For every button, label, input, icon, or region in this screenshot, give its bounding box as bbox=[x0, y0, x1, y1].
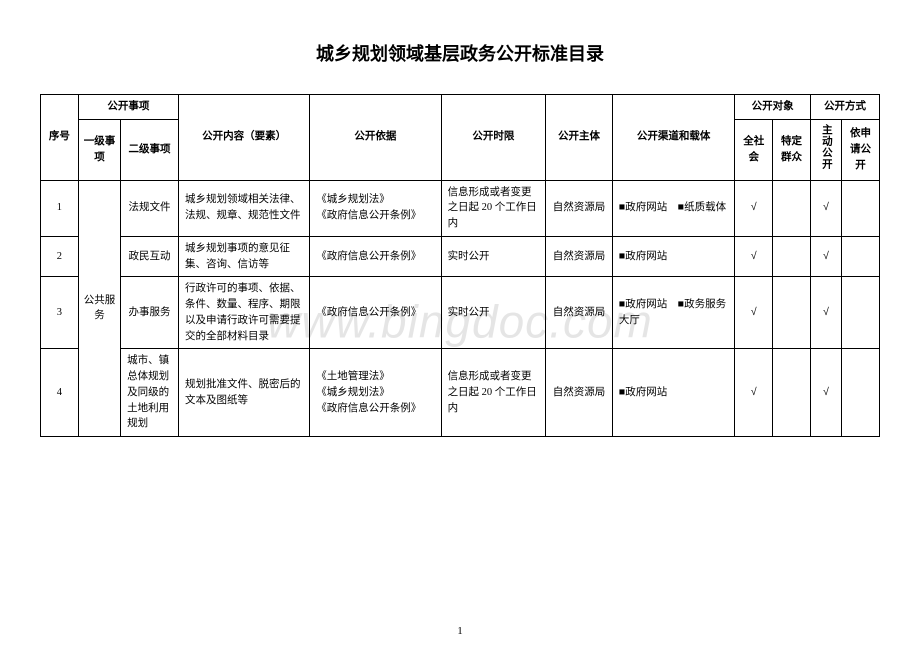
cell-on-request bbox=[842, 236, 880, 277]
th-seq: 序号 bbox=[41, 95, 79, 181]
th-content: 公开内容（要素） bbox=[178, 95, 309, 181]
cell-lvl2: 政民互动 bbox=[121, 236, 179, 277]
cell-time: 信息形成或者变更之日起 20 个工作日内 bbox=[441, 180, 546, 236]
cell-society: √ bbox=[735, 180, 773, 236]
cell-time: 实时公开 bbox=[441, 236, 546, 277]
catalog-table: 序号 公开事项 公开内容（要素） 公开依据 公开时限 公开主体 公开渠道和载体 … bbox=[40, 94, 880, 437]
th-specific: 特定群众 bbox=[773, 119, 811, 180]
cell-channel: ■政府网站 bbox=[612, 236, 734, 277]
cell-lvl2: 法规文件 bbox=[121, 180, 179, 236]
th-on-request: 依申请公开 bbox=[842, 119, 880, 180]
th-active: 主动公开 bbox=[810, 119, 841, 180]
cell-content: 城乡规划事项的意见征集、咨询、信访等 bbox=[178, 236, 309, 277]
cell-society: √ bbox=[735, 277, 773, 349]
cell-time: 实时公开 bbox=[441, 277, 546, 349]
cell-lvl1: 公共服务 bbox=[78, 180, 120, 437]
page-title: 城乡规划领域基层政务公开标准目录 bbox=[40, 40, 880, 66]
cell-specific bbox=[773, 277, 811, 349]
cell-seq: 1 bbox=[41, 180, 79, 236]
cell-active: √ bbox=[810, 349, 841, 437]
th-basis: 公开依据 bbox=[310, 95, 441, 181]
cell-time: 信息形成或者变更之日起 20 个工作日内 bbox=[441, 349, 546, 437]
page-number: 1 bbox=[0, 625, 920, 637]
cell-on-request bbox=[842, 180, 880, 236]
header-row-1: 序号 公开事项 公开内容（要素） 公开依据 公开时限 公开主体 公开渠道和载体 … bbox=[41, 95, 880, 120]
th-method: 公开方式 bbox=[810, 95, 879, 120]
cell-specific bbox=[773, 236, 811, 277]
cell-active: √ bbox=[810, 277, 841, 349]
th-target: 公开对象 bbox=[735, 95, 811, 120]
cell-seq: 4 bbox=[41, 349, 79, 437]
cell-content: 规划批准文件、脱密后的文本及图纸等 bbox=[178, 349, 309, 437]
cell-lvl2: 办事服务 bbox=[121, 277, 179, 349]
cell-content: 行政许可的事项、依据、条件、数量、程序、期限以及申请行政许可需要提交的全部材料目… bbox=[178, 277, 309, 349]
cell-specific bbox=[773, 180, 811, 236]
table-row: 2 政民互动 城乡规划事项的意见征集、咨询、信访等 《政府信息公开条例》 实时公… bbox=[41, 236, 880, 277]
cell-channel: ■政府网站 ■纸质载体 bbox=[612, 180, 734, 236]
th-time: 公开时限 bbox=[441, 95, 546, 181]
cell-subject: 自然资源局 bbox=[546, 277, 613, 349]
th-open-item: 公开事项 bbox=[78, 95, 178, 120]
cell-seq: 3 bbox=[41, 277, 79, 349]
th-lvl1: 一级事项 bbox=[78, 119, 120, 180]
cell-basis: 《土地管理法》《城乡规划法》《政府信息公开条例》 bbox=[310, 349, 441, 437]
th-channel: 公开渠道和载体 bbox=[612, 95, 734, 181]
cell-content: 城乡规划领域相关法律、法规、规章、规范性文件 bbox=[178, 180, 309, 236]
cell-society: √ bbox=[735, 349, 773, 437]
cell-on-request bbox=[842, 349, 880, 437]
cell-subject: 自然资源局 bbox=[546, 236, 613, 277]
cell-lvl2: 城市、镇总体规划及同级的土地利用规划 bbox=[121, 349, 179, 437]
th-subject: 公开主体 bbox=[546, 95, 613, 181]
cell-active: √ bbox=[810, 180, 841, 236]
cell-channel: ■政府网站 ■政务服务大厅 bbox=[612, 277, 734, 349]
cell-basis: 《政府信息公开条例》 bbox=[310, 236, 441, 277]
cell-on-request bbox=[842, 277, 880, 349]
cell-active: √ bbox=[810, 236, 841, 277]
cell-basis: 《政府信息公开条例》 bbox=[310, 277, 441, 349]
cell-basis: 《城乡规划法》《政府信息公开条例》 bbox=[310, 180, 441, 236]
cell-subject: 自然资源局 bbox=[546, 349, 613, 437]
cell-seq: 2 bbox=[41, 236, 79, 277]
cell-society: √ bbox=[735, 236, 773, 277]
cell-specific bbox=[773, 349, 811, 437]
table-row: 3 办事服务 行政许可的事项、依据、条件、数量、程序、期限以及申请行政许可需要提… bbox=[41, 277, 880, 349]
cell-channel: ■政府网站 bbox=[612, 349, 734, 437]
th-lvl2: 二级事项 bbox=[121, 119, 179, 180]
table-row: 1 公共服务 法规文件 城乡规划领域相关法律、法规、规章、规范性文件 《城乡规划… bbox=[41, 180, 880, 236]
cell-subject: 自然资源局 bbox=[546, 180, 613, 236]
th-society: 全社会 bbox=[735, 119, 773, 180]
table-row: 4 城市、镇总体规划及同级的土地利用规划 规划批准文件、脱密后的文本及图纸等 《… bbox=[41, 349, 880, 437]
